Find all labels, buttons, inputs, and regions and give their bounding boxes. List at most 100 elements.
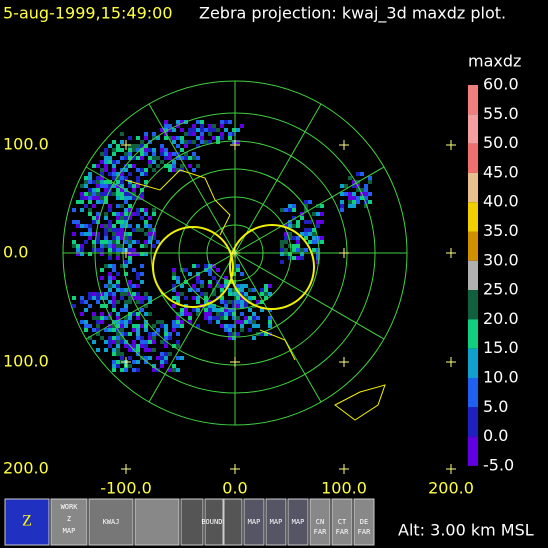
echo: [136, 344, 140, 348]
echo: [120, 352, 124, 356]
echo: [240, 328, 244, 332]
toolbar-button[interactable]: [134, 498, 180, 546]
echo: [116, 172, 120, 176]
echo: [112, 336, 116, 340]
echo: [176, 312, 180, 316]
colorbar-label: 55.0: [483, 104, 519, 123]
echo: [176, 300, 180, 304]
echo: [148, 296, 152, 300]
echo: [112, 324, 116, 328]
colorbar-label: 45.0: [483, 162, 519, 181]
echo: [116, 196, 120, 200]
toolbar-button[interactable]: [88, 498, 134, 546]
echo: [208, 280, 212, 284]
toolbar-button[interactable]: [331, 498, 353, 546]
echo: [164, 148, 168, 152]
echo: [120, 320, 124, 324]
echo: [176, 124, 180, 128]
echo: [144, 312, 148, 316]
echo: [172, 328, 176, 332]
toolbar-button[interactable]: [243, 498, 265, 546]
echo: [128, 184, 132, 188]
icon-label: FAR: [314, 528, 327, 536]
echo: [100, 320, 104, 324]
echo: [308, 220, 312, 224]
echo: [268, 308, 272, 312]
echo: [128, 252, 132, 256]
echo: [152, 244, 156, 248]
echo: [128, 260, 132, 264]
toolbar-button[interactable]: [50, 498, 88, 546]
toolbar-button[interactable]: [180, 498, 204, 546]
echo: [132, 156, 136, 160]
echo: [220, 308, 224, 312]
echo: [224, 280, 228, 284]
colorbar-label: 50.0: [483, 133, 519, 152]
echo: [348, 192, 352, 196]
echo: [144, 220, 148, 224]
echo: [252, 336, 256, 340]
echo: [192, 288, 196, 292]
echo: [124, 220, 128, 224]
echo: [88, 172, 92, 176]
echo: [164, 164, 168, 168]
echo: [132, 368, 136, 372]
echo: [224, 324, 228, 328]
toolbar-button[interactable]: [204, 498, 224, 546]
echo: [144, 240, 148, 244]
echo: [132, 340, 136, 344]
echo: [192, 152, 196, 156]
echo: [96, 248, 100, 252]
echo: [124, 324, 128, 328]
overlay-ring: [152, 226, 234, 308]
echo: [160, 364, 164, 368]
echo: [80, 252, 84, 256]
echo: [292, 236, 296, 240]
echo: [116, 256, 120, 260]
echo: [132, 164, 136, 168]
echo: [124, 260, 128, 264]
echo: [368, 180, 372, 184]
echo: [164, 336, 168, 340]
echo: [236, 320, 240, 324]
toolbar-button[interactable]: [4, 498, 50, 546]
toolbar-button[interactable]: [309, 498, 331, 546]
toolbar-button[interactable]: [353, 498, 375, 546]
echo: [88, 192, 92, 196]
echo: [268, 292, 272, 296]
echo: [96, 188, 100, 192]
echo: [220, 324, 224, 328]
echo: [116, 344, 120, 348]
toolbar[interactable]: Z WORK Z MAP KWAJ BOUNDS MAP MAP MAP CN FAR CT FAR DE…: [4, 498, 375, 546]
echo: [112, 236, 116, 240]
toolbar-button[interactable]: [223, 498, 243, 546]
echo: [304, 248, 308, 252]
echo: [344, 184, 348, 188]
echo: [164, 344, 168, 348]
echo: [112, 244, 116, 248]
grid-marker: [230, 140, 240, 150]
echo: [128, 332, 132, 336]
echo: [140, 300, 144, 304]
echo: [224, 316, 228, 320]
echo: [116, 252, 120, 256]
echo: [316, 256, 320, 260]
echo: [120, 172, 124, 176]
toolbar-button[interactable]: [265, 498, 287, 546]
echo: [188, 272, 192, 276]
echo: [120, 288, 124, 292]
echo: [136, 332, 140, 336]
echo: [180, 148, 184, 152]
echo: [292, 208, 296, 212]
echo: [264, 332, 268, 336]
echo: [108, 280, 112, 284]
echo: [236, 288, 240, 292]
echo: [112, 320, 116, 324]
echo: [248, 328, 252, 332]
echo: [128, 180, 132, 184]
echo: [320, 220, 324, 224]
colorbar-swatch: [468, 114, 478, 144]
echo: [136, 292, 140, 296]
toolbar-button[interactable]: [287, 498, 309, 546]
echo: [112, 340, 116, 344]
